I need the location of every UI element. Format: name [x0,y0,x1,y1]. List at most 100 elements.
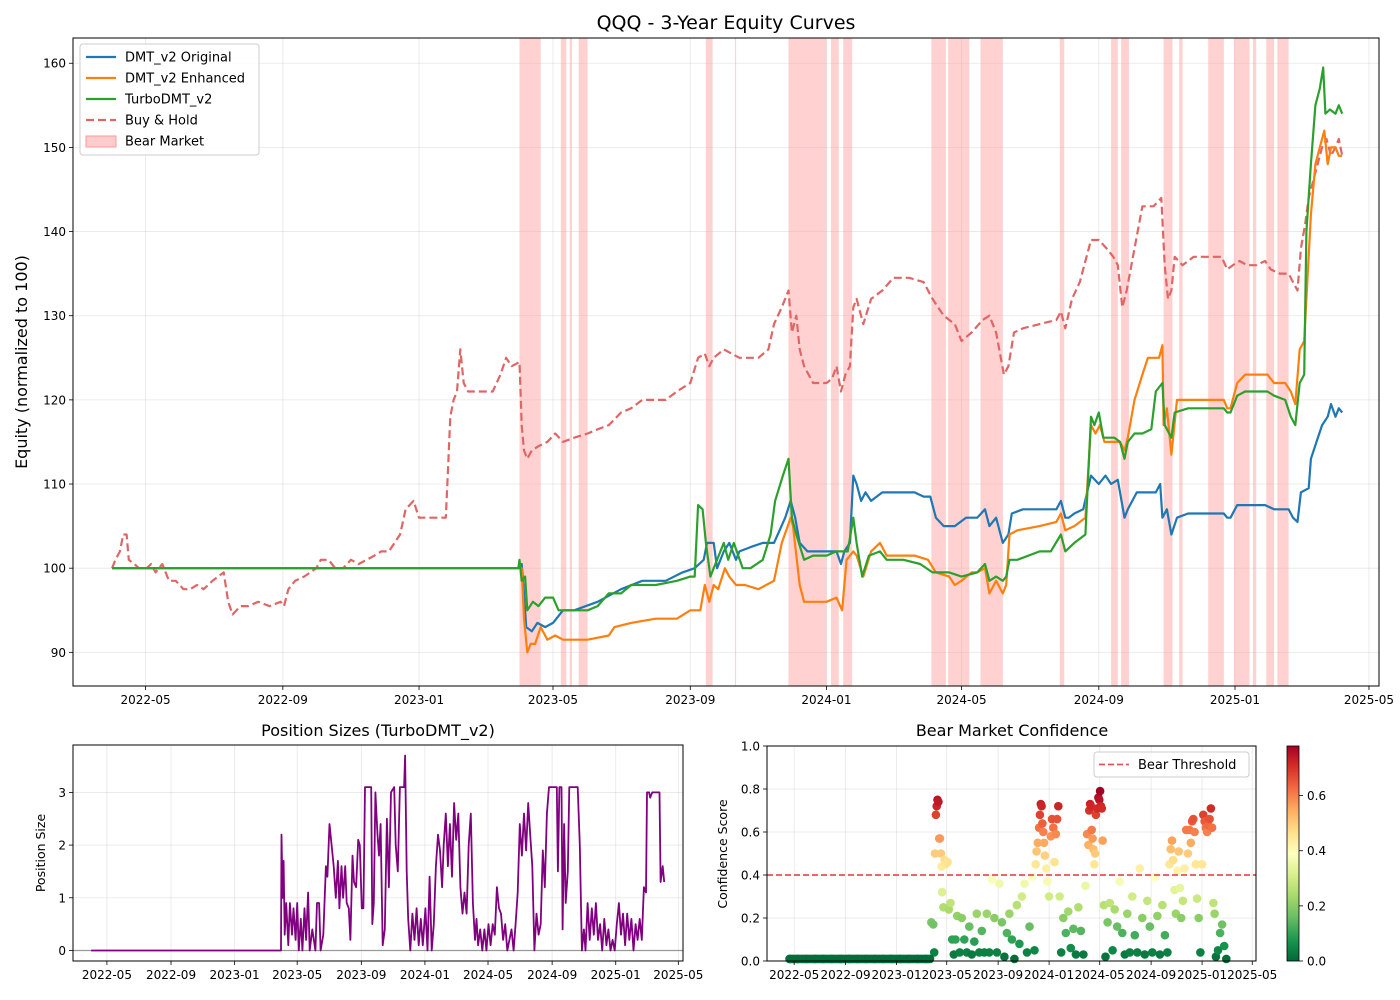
colorbar-tick-label: 0.2 [1307,899,1326,913]
confidence-point [1130,930,1140,940]
confidence-point [1163,948,1172,957]
equity-x-tick-label: 2022-09 [258,693,308,707]
confidence-point [1002,928,1012,938]
position-y-tick-label: 3 [58,786,66,800]
confidence-point [1087,825,1096,835]
confidence-x-tick-label: 2024-01 [1024,968,1074,982]
position-chart-frame [72,744,684,962]
confidence-x-tick-label: 2024-09 [1126,968,1176,982]
confidence-point [1176,913,1186,923]
confidence-point [1219,941,1229,951]
equity-y-tick-label: 90 [51,646,66,660]
confidence-point [1020,879,1029,888]
confidence-point [943,857,952,867]
confidence-point [970,937,979,946]
confidence-point [1027,872,1037,882]
confidence-point [957,913,967,923]
confidence-y-tick-label: 0.2 [741,912,760,926]
position-x-tick-label: 2024-09 [527,968,577,982]
confidence-point [1215,928,1225,938]
confidence-point [1066,943,1076,953]
equity-y-axis: 90 100 110 120 130 140 150 160 [43,57,73,660]
bear-market-band [1208,38,1224,686]
colorbar-tick-label: 0.6 [1307,789,1326,803]
confidence-point [1031,860,1040,869]
confidence-point [1160,930,1170,940]
equity-x-tick-label: 2023-01 [394,693,444,707]
confidence-point [1091,810,1101,820]
confidence-point [1143,896,1152,906]
confidence-chart-title: Bear Market Confidence [916,721,1108,740]
confidence-x-tick-label: 2023-09 [973,968,1023,982]
bear-market-band [843,38,853,686]
confidence-x-tick-label: 2023-01 [871,968,921,982]
confidence-point [1097,804,1107,813]
confidence-point [1118,928,1127,938]
confidence-point [1005,909,1014,918]
bear-market-band [578,38,588,686]
confidence-point [1032,847,1041,856]
confidence-point [1108,946,1117,955]
confidence-point [929,948,939,957]
confidence-point [935,834,945,843]
position-y-tick-label: 1 [58,891,66,905]
confidence-point [1090,860,1099,869]
confidence-point [930,849,940,858]
confidence-point [1030,946,1039,955]
confidence-point [1167,836,1177,845]
confidence-point [951,935,960,944]
bear-market-band [830,38,839,686]
position-x-axis: 2022-05 2022-09 2023-01 2023-05 2023-09 2024-… [82,961,703,982]
confidence-point [1037,801,1046,811]
legend-label: DMT_v2 Enhanced [125,72,245,87]
confidence-point [1209,898,1218,908]
position-x-tick-label: 2023-01 [210,968,260,982]
confidence-point [936,849,946,858]
position-x-tick-label: 2025-05 [653,968,703,982]
colorbar: 0.0 0.2 0.4 0.6 [1286,745,1326,969]
confidence-point [1007,935,1017,944]
confidence-point [960,935,969,944]
confidence-point [1173,866,1182,875]
equity-x-tick-label: 2022-05 [120,693,170,707]
confidence-point [1025,922,1034,931]
equity-chart-grid [73,38,1379,686]
bear-market-band [1111,38,1118,686]
confidence-point [1017,892,1027,901]
confidence-point [1103,918,1112,927]
confidence-point [1038,819,1047,828]
bear-market-band [1252,38,1257,686]
confidence-point [1061,928,1071,938]
equity-x-tick-label: 2023-05 [528,693,578,707]
confidence-point [929,920,938,929]
position-x-tick-label: 2025-01 [591,968,641,982]
confidence-point [1174,847,1183,856]
legend-label: Buy & Hold [125,114,198,129]
equity-x-tick-label: 2024-05 [936,693,986,707]
equity-y-tick-label: 160 [43,57,66,71]
confidence-point [1069,924,1078,934]
confidence-x-tick-label: 2022-05 [769,968,819,982]
confidence-point [1095,786,1105,796]
confidence-point [1033,838,1043,848]
equity-x-tick-label: 2024-01 [801,693,851,707]
confidence-point [1098,836,1107,845]
legend-frame [79,43,260,156]
bear-market-band [1121,38,1129,686]
colorbar-tick-label: 0.0 [1307,955,1326,969]
bear-market-band [1277,38,1289,686]
confidence-point [997,918,1007,927]
confidence-point [1180,864,1189,873]
bear-market-band [788,38,827,686]
confidence-point [1125,948,1135,957]
threshold-legend-label: Bear Threshold [1138,758,1236,773]
bear-market-band [734,38,737,686]
equity-y-tick-label: 110 [43,478,66,492]
confidence-point [1210,909,1219,918]
confidence-point [1196,948,1205,957]
confidence-y-tick-label: 0.4 [741,869,760,883]
confidence-point [982,909,992,918]
equity-x-tick-label: 2025-01 [1210,693,1260,707]
position-x-tick-label: 2022-05 [82,968,132,982]
equity-chart-frame [72,37,1380,687]
